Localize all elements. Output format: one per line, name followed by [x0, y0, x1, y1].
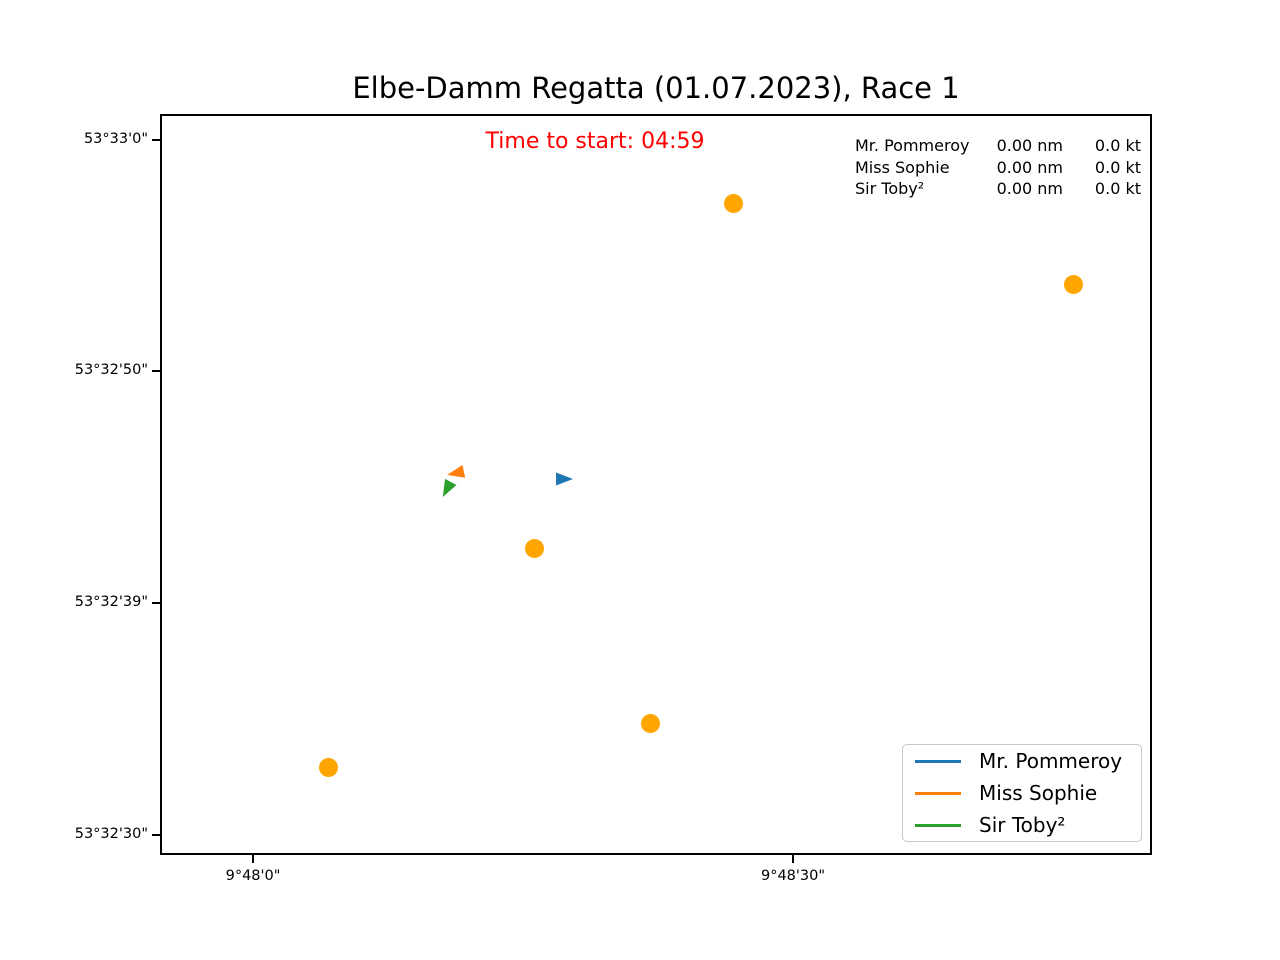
stats-row: Miss Sophie 0.00 nm 0.0 kt: [855, 157, 1141, 179]
stats-distance: 0.00 nm: [996, 136, 1063, 155]
legend-label: Mr. Pommeroy: [979, 749, 1123, 773]
x-tick-mark: [792, 855, 794, 863]
legend-entry: Mr. Pommeroy: [915, 749, 1129, 773]
x-tick-label: 9°48'0": [225, 868, 281, 884]
stats-row: Sir Toby² 0.00 nm 0.0 kt: [855, 178, 1141, 200]
legend-label: Sir Toby²: [979, 813, 1066, 837]
legend-line-sample: [915, 791, 961, 795]
plot-area: [160, 114, 1152, 855]
y-tick-mark: [152, 602, 160, 604]
boat-marker: [435, 476, 459, 501]
buoy-marker: [1063, 274, 1083, 294]
y-tick-mark: [152, 834, 160, 836]
countdown-text: Time to start: 04:59: [485, 129, 705, 154]
boat-marker: [554, 471, 574, 487]
legend-line-sample: [915, 759, 961, 763]
stats-distance: 0.00 nm: [996, 179, 1063, 198]
stats-row: Mr. Pommeroy 0.00 nm 0.0 kt: [855, 135, 1141, 157]
legend-label: Miss Sophie: [979, 781, 1098, 805]
x-tick-label: 9°48'30": [760, 868, 826, 884]
stats-boat-name: Miss Sophie: [855, 157, 950, 177]
buoy-marker: [723, 193, 743, 213]
buoy-marker: [318, 757, 338, 777]
boat-marker: [445, 463, 468, 483]
stats-speed: 0.0 kt: [1094, 179, 1141, 198]
stats-distance: 0.00 nm: [996, 157, 1063, 177]
stats-boat-name: Sir Toby²: [855, 179, 925, 198]
legend-entry: Miss Sophie: [915, 781, 1129, 805]
stats-boat-name: Mr. Pommeroy: [855, 136, 970, 155]
stats-speed: 0.0 kt: [1094, 157, 1141, 177]
y-tick-mark: [152, 370, 160, 372]
stats-table: Mr. Pommeroy 0.00 nm 0.0 kt Miss Sophie 0.00…: [855, 135, 1141, 200]
buoy-marker: [524, 538, 544, 558]
x-tick-mark: [252, 855, 254, 863]
y-tick-label: 53°32'50": [74, 362, 148, 378]
legend-line-sample: [915, 823, 961, 827]
stats-speed: 0.0 kt: [1094, 136, 1141, 155]
y-tick-label: 53°32'39": [74, 594, 148, 610]
y-tick-mark: [152, 139, 160, 141]
chart-title: Elbe-Damm Regatta (01.07.2023), Race 1: [352, 71, 960, 105]
legend-entry: Sir Toby²: [915, 813, 1129, 837]
legend-box: Mr. Pommeroy Miss Sophie Sir Toby²: [902, 744, 1142, 842]
y-tick-label: 53°33'0": [83, 131, 148, 147]
buoy-marker: [640, 713, 660, 733]
y-tick-label: 53°32'30": [74, 826, 148, 842]
